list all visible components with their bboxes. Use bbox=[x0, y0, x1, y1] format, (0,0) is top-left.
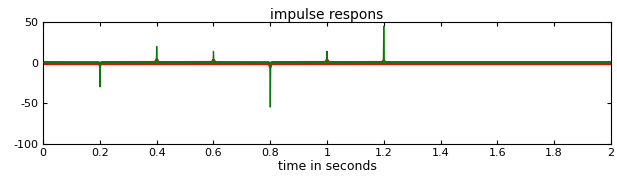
X-axis label: time in seconds: time in seconds bbox=[278, 160, 376, 173]
Title: impulse respons: impulse respons bbox=[270, 8, 384, 22]
